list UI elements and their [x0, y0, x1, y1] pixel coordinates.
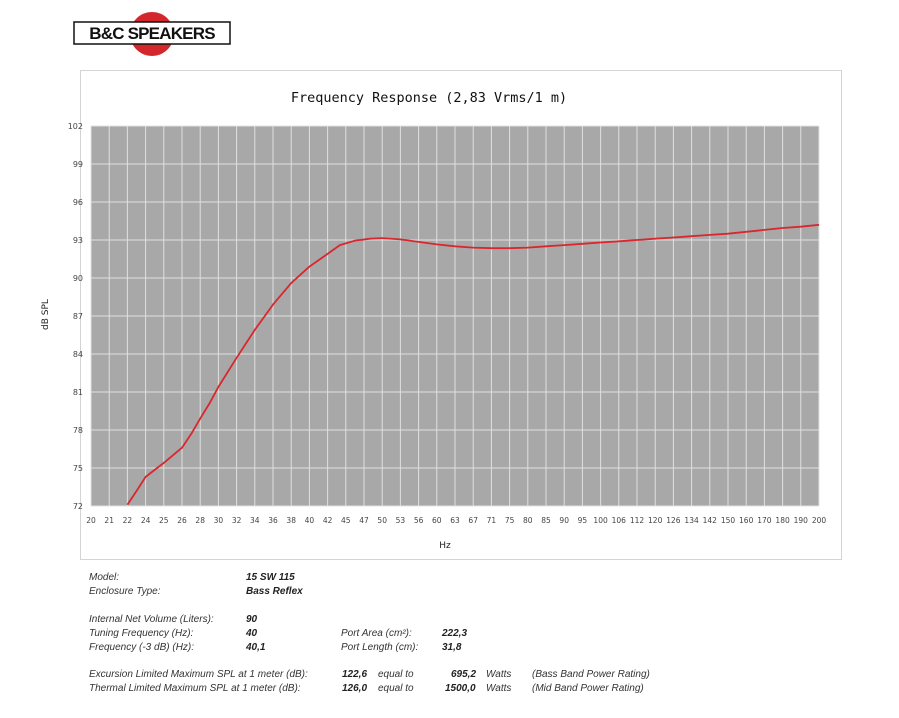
y-tick-label: 99	[73, 160, 83, 169]
thermal-watts-value: 1500,0	[445, 683, 476, 694]
y-tick-label: 87	[73, 312, 83, 321]
x-tick-label: 67	[468, 516, 478, 525]
x-tick-label: 106	[612, 516, 627, 525]
thermal-spl-value: 126,0	[342, 683, 368, 694]
port-length-value: 31,8	[442, 642, 462, 653]
x-tick-label: 36	[268, 516, 278, 525]
x-tick-label: 47	[359, 516, 369, 525]
chart-title: Frequency Response (2,83 Vrms/1 m)	[291, 90, 567, 106]
x-tick-label: 24	[141, 516, 151, 525]
x-tick-label: 170	[757, 516, 772, 525]
x-tick-label: 120	[648, 516, 663, 525]
port-area-value: 222,3	[442, 628, 468, 639]
excursion-equal-text: equal to	[378, 669, 414, 680]
x-tick-label: 42	[323, 516, 333, 525]
x-tick-label: 85	[541, 516, 551, 525]
x-tick-label: 80	[523, 516, 533, 525]
x-tick-label: 26	[177, 516, 187, 525]
x-tick-label: 160	[739, 516, 754, 525]
excursion-note: (Bass Band Power Rating)	[532, 669, 650, 680]
y-tick-label: 72	[73, 502, 83, 511]
x-tick-label: 190	[794, 516, 809, 525]
x-tick-label: 126	[666, 516, 681, 525]
y-tick-label: 102	[68, 122, 83, 131]
response-curve	[126, 223, 820, 506]
x-tick-label: 75	[505, 516, 515, 525]
x-tick-label: 34	[250, 516, 260, 525]
x-tick-label: 90	[559, 516, 569, 525]
x-tick-label: 71	[487, 516, 497, 525]
x-tick-label: 134	[684, 516, 699, 525]
port-length-label: Port Length (cm):	[341, 642, 419, 653]
port-area-label: Port Area (cm²):	[341, 628, 412, 639]
logo-box	[73, 21, 231, 45]
y-tick-label: 81	[73, 388, 83, 397]
excursion-watts-unit: Watts	[486, 669, 512, 680]
x-tick-label: 22	[123, 516, 133, 525]
x-tick-label: 40	[305, 516, 315, 525]
frequency-response-chart: Frequency Response (2,83 Vrms/1 m) dB SP…	[41, 90, 827, 551]
freq3db-value: 40,1	[246, 642, 266, 653]
thermal-equal-text: equal to	[378, 683, 414, 694]
model-label: Model:	[89, 572, 120, 583]
x-tick-label: 60	[432, 516, 442, 525]
tuning-label: Tuning Frequency (Hz):	[89, 628, 194, 639]
x-tick-label: 63	[450, 516, 460, 525]
x-tick-label: 200	[812, 516, 827, 525]
y-tick-label: 84	[73, 350, 83, 359]
thermal-note: (Mid Band Power Rating)	[532, 683, 644, 694]
y-tick-label: 78	[73, 426, 83, 435]
thermal-watts-unit: Watts	[486, 683, 512, 694]
x-tick-label: 25	[159, 516, 169, 525]
x-tick-label: 56	[414, 516, 424, 525]
x-axis-label: Hz	[439, 541, 451, 551]
brand-logo: B&C SPEAKERS	[72, 12, 232, 58]
excursion-spl-label: Excursion Limited Maximum SPL at 1 meter…	[89, 669, 308, 680]
chart-panel: Frequency Response (2,83 Vrms/1 m) dB SP…	[41, 70, 842, 560]
logo-text: B&C SPEAKERS	[89, 24, 215, 43]
x-tick-label: 45	[341, 516, 351, 525]
x-tick-label: 95	[578, 516, 588, 525]
y-tick-label: 96	[73, 198, 83, 207]
x-tick-label: 180	[775, 516, 790, 525]
x-tick-label: 30	[214, 516, 224, 525]
x-tick-label: 21	[104, 516, 114, 525]
x-tick-label: 28	[195, 516, 205, 525]
y-axis-label: dB SPL	[41, 299, 51, 330]
enclosure-value: Bass Reflex	[246, 586, 303, 597]
y-tick-label: 75	[73, 464, 83, 473]
x-tick-label: 112	[630, 516, 645, 525]
x-tick-label: 32	[232, 516, 242, 525]
model-value: 15 SW 115	[246, 572, 295, 583]
volume-value: 90	[246, 614, 258, 625]
volume-label: Internal Net Volume (Liters):	[89, 614, 214, 625]
x-tick-label: 53	[396, 516, 406, 525]
excursion-spl-value: 122,6	[342, 669, 368, 680]
freq3db-label: Frequency (-3 dB) (Hz):	[89, 642, 195, 653]
x-tick-label: 150	[721, 516, 736, 525]
y-tick-label: 93	[73, 236, 83, 245]
x-tick-label: 38	[286, 516, 296, 525]
x-tick-label: 142	[703, 516, 718, 525]
enclosure-label: Enclosure Type:	[89, 586, 161, 597]
x-tick-label: 20	[86, 516, 96, 525]
x-tick-label: 100	[593, 516, 608, 525]
tuning-value: 40	[246, 628, 258, 639]
y-tick-label: 90	[73, 274, 83, 283]
thermal-spl-label: Thermal Limited Maximum SPL at 1 meter (…	[89, 683, 301, 694]
x-tick-label: 50	[377, 516, 387, 525]
excursion-watts-value: 695,2	[451, 669, 477, 680]
